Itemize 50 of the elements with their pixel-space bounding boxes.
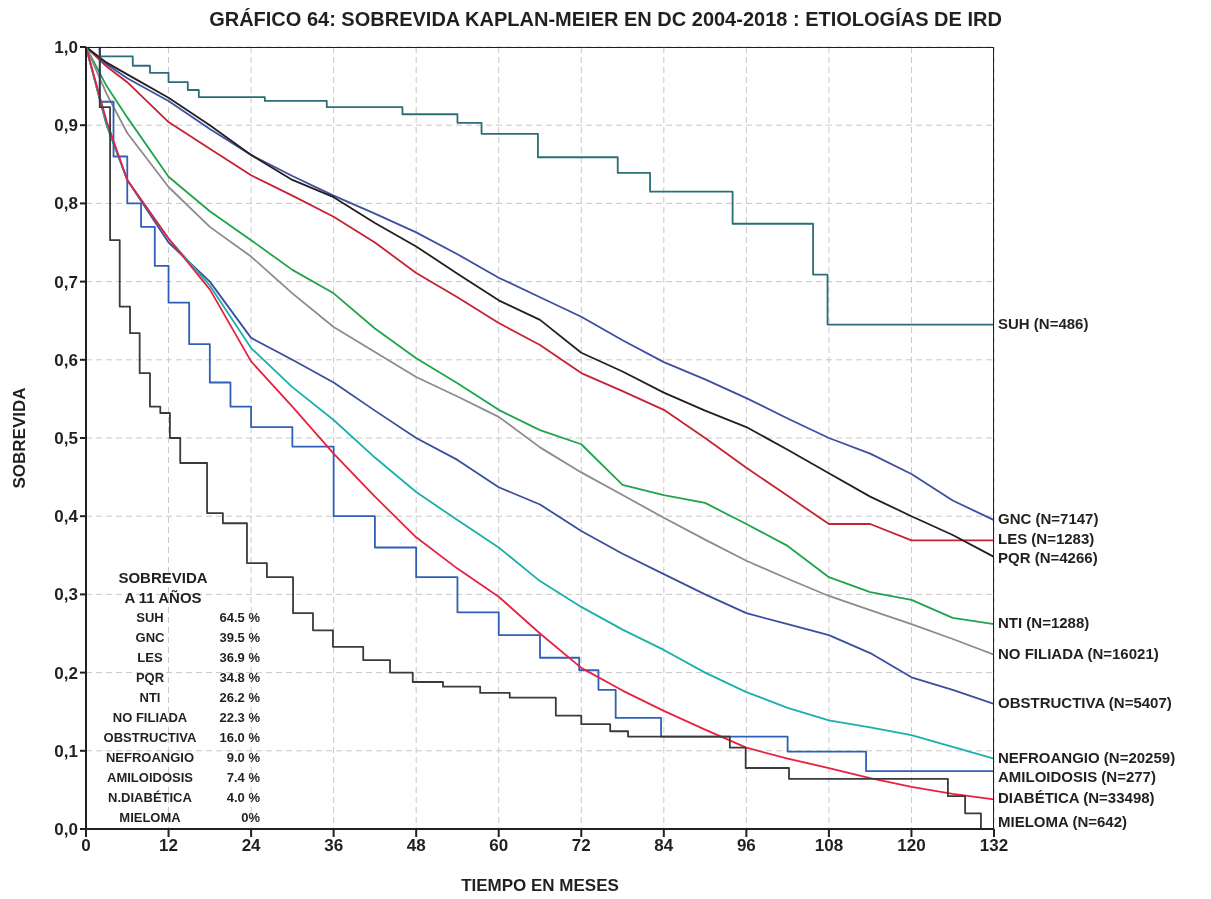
text: NO FILIADA 22.3 % xyxy=(112,710,260,725)
series-label: NTI (N=1288) xyxy=(998,614,1090,632)
text: MIELOMA 0% xyxy=(119,810,260,825)
y-axis-title: SOBREVIDA xyxy=(10,387,30,489)
y-tick-label: 0,9 xyxy=(54,116,78,136)
series-label: OBSTRUCTIVA (N=5407) xyxy=(998,693,1172,711)
x-tick-label: 48 xyxy=(406,836,426,856)
x-tick-label: 84 xyxy=(654,836,674,856)
text: NTI 26.2 % xyxy=(139,690,260,705)
y-tick-label: 0,3 xyxy=(54,585,78,605)
annotation: A 11 AÑOS xyxy=(123,588,203,608)
series-label: MIELOMA (N=642) xyxy=(998,813,1128,830)
y-tick-label: 0,6 xyxy=(54,350,78,370)
text: N.DIABÉTICA 4.0 % xyxy=(108,790,260,805)
text: OBSTRUCTIVA 16.0 % xyxy=(103,730,260,745)
series-label: NO FILIADA (N=16021) xyxy=(998,644,1159,662)
y-tick-label: 0,2 xyxy=(54,663,78,683)
series-label: PQR (N=4266) xyxy=(998,549,1098,567)
chart-title: GRÁFICO 64: SOBREVIDA KAPLAN-MEIER EN DC 2004-2018 : ETIOLOGÍAS DE IRD xyxy=(208,8,1003,31)
series-label: NEFROANGIO (N=20259) xyxy=(998,748,1176,766)
series-label: DIABÉTICA (N=33498) xyxy=(998,789,1155,807)
x-tick-label: 12 xyxy=(159,836,179,856)
text: SUH 64.5 % xyxy=(136,610,260,625)
x-tick-label: 0 xyxy=(81,836,91,856)
series-label: AMILOIDOSIS (N=277) xyxy=(998,767,1156,785)
y-tick-label: 0,1 xyxy=(54,741,78,761)
text: NEFROANGIO 9.0 % xyxy=(105,750,260,765)
x-tick-label: 60 xyxy=(489,836,509,856)
annotation: SOBREVIDA xyxy=(117,568,209,588)
x-tick-label: 96 xyxy=(736,836,756,856)
x-tick-label: 120 xyxy=(897,836,926,856)
text: GNC 39.5 % xyxy=(135,630,260,645)
x-tick-label: 24 xyxy=(241,836,262,856)
x-axis-title: TIEMPO EN MESES xyxy=(460,876,620,896)
y-tick-label: 0,7 xyxy=(54,272,78,292)
y-tick-label: 1,0 xyxy=(54,38,78,58)
x-tick-label: 36 xyxy=(324,836,344,856)
series-label: LES (N=1283) xyxy=(998,530,1095,548)
y-tick-label: 0,4 xyxy=(54,507,79,527)
y-tick-label: 0,8 xyxy=(54,194,78,214)
x-tick-label: 108 xyxy=(814,836,844,856)
series-label: SUH (N=486) xyxy=(998,314,1089,332)
text: LES 36.9 % xyxy=(137,650,260,665)
x-tick-label: 132 xyxy=(979,836,1009,856)
x-tick-label: 72 xyxy=(571,836,591,856)
y-tick-label: 0,0 xyxy=(54,820,78,840)
series-label: GNC (N=7147) xyxy=(998,510,1099,528)
text: PQR 34.8 % xyxy=(135,670,260,685)
text: AMILOIDOSIS 7.4 % xyxy=(107,770,260,785)
y-tick-label: 0,5 xyxy=(54,429,78,449)
